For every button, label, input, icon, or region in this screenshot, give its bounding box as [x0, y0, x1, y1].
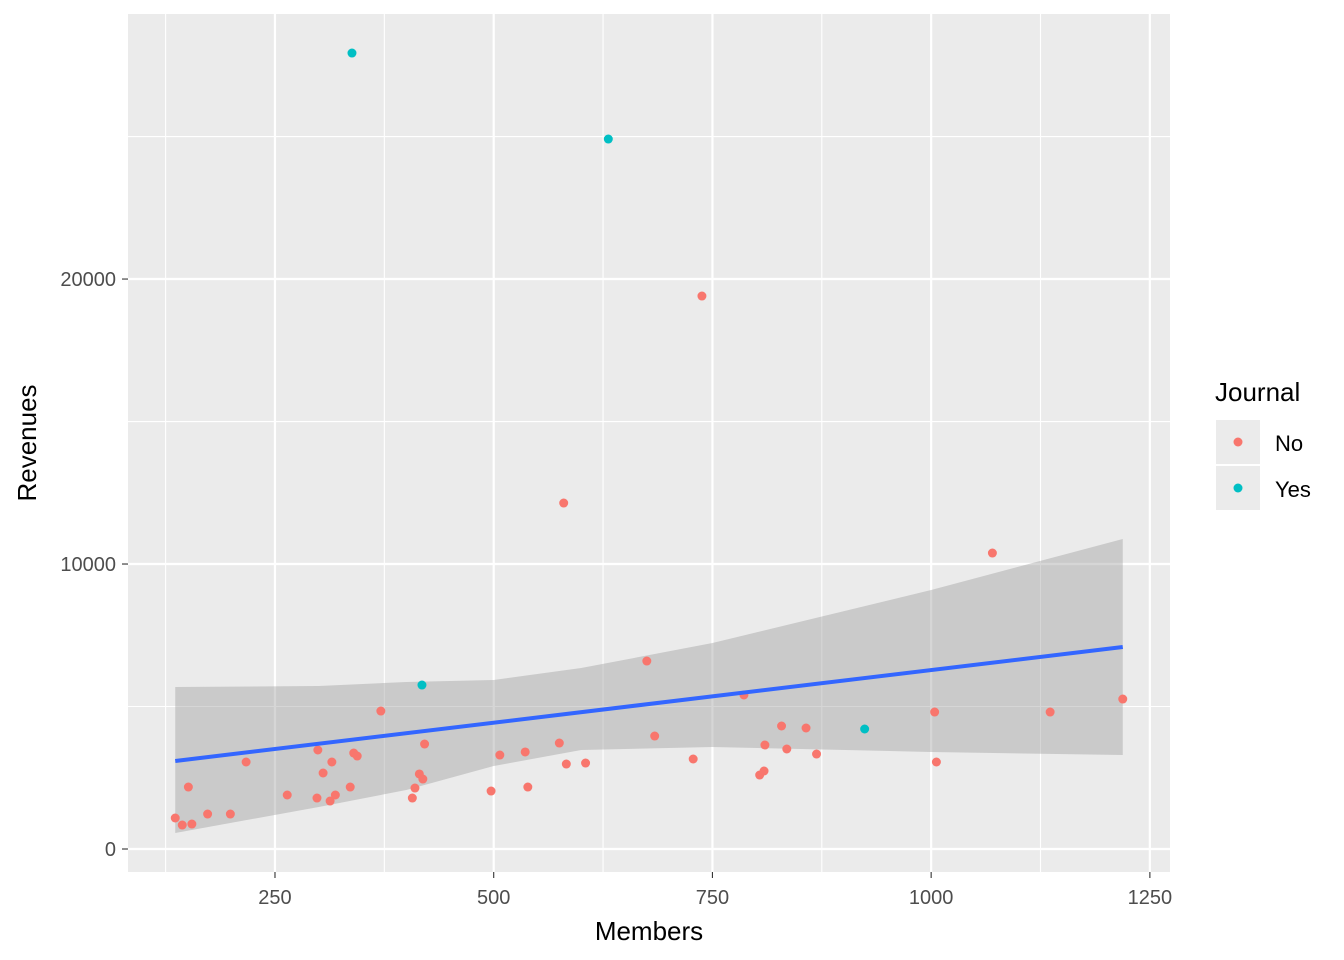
x-axis-title: Members [595, 916, 703, 946]
x-tick-label: 1000 [909, 887, 954, 909]
data-point-yes [347, 48, 357, 58]
data-point-yes [860, 724, 870, 734]
legend-label-no: No [1275, 431, 1303, 456]
data-point-no [650, 731, 660, 741]
data-points [170, 48, 1128, 830]
x-tick-label: 500 [477, 887, 510, 909]
data-point-no [760, 740, 770, 750]
y-axis-title: Revenues [12, 384, 42, 501]
data-point-no [420, 739, 430, 749]
data-point-no [312, 793, 322, 803]
data-point-no [642, 656, 652, 666]
axes: 250 500 750 1000 1250 0 10000 20000 [60, 269, 1172, 909]
y-tick-label: 20000 [60, 269, 116, 291]
data-point-no [697, 291, 707, 301]
data-point-no [688, 754, 698, 764]
data-point-no [1118, 694, 1128, 704]
data-point-no [282, 790, 292, 800]
panel-background [128, 14, 1170, 872]
major-gridlines [128, 14, 1170, 872]
y-tick-label: 10000 [60, 554, 116, 576]
data-point-no [410, 783, 420, 793]
data-point-no [418, 774, 428, 784]
data-point-no [225, 809, 235, 819]
legend-label-yes: Yes [1275, 477, 1311, 502]
data-point-no [812, 749, 822, 759]
data-point-no [330, 790, 340, 800]
legend-title: Journal [1215, 377, 1300, 407]
data-point-yes [417, 680, 427, 690]
data-point-no [987, 548, 997, 558]
y-tick-label: 0 [105, 839, 116, 861]
regression-line [175, 645, 1123, 763]
data-point-no [759, 766, 769, 776]
data-point-no [170, 813, 180, 823]
data-point-no [177, 820, 187, 830]
data-point-no [931, 757, 941, 767]
minor-gridlines [128, 14, 1170, 872]
data-point-no [554, 738, 564, 748]
data-point-no [523, 782, 533, 792]
data-point-no [325, 796, 335, 806]
x-tick-label: 250 [258, 887, 291, 909]
data-point-no [520, 747, 530, 757]
data-point-no [313, 745, 323, 755]
legend-marker-no [1233, 437, 1243, 447]
data-point-no [561, 759, 571, 769]
data-point-no [203, 809, 213, 819]
data-point-no [345, 782, 355, 792]
data-point-no [782, 744, 792, 754]
confidence-band [175, 539, 1123, 834]
data-point-no [559, 498, 569, 508]
data-point-no [187, 819, 197, 829]
data-point-no [801, 723, 811, 733]
confidence-ribbon [175, 539, 1123, 834]
data-point-no [352, 751, 362, 761]
smooth-line [175, 645, 1123, 763]
data-point-no [241, 757, 251, 767]
data-point-no [407, 793, 417, 803]
data-point-no [318, 768, 328, 778]
data-point-no [495, 750, 505, 760]
data-point-no [930, 707, 940, 717]
x-tick-label: 750 [696, 887, 729, 909]
data-point-no [486, 786, 496, 796]
data-point-no [376, 706, 386, 716]
data-point-no [581, 758, 591, 768]
data-point-no [1045, 707, 1055, 717]
legend-marker-yes [1233, 483, 1243, 493]
data-point-yes [603, 134, 613, 144]
legend: Journal No Yes [1215, 377, 1311, 510]
data-point-no [777, 721, 787, 731]
data-point-no [327, 757, 337, 767]
data-point-no [183, 782, 193, 792]
x-tick-label: 1250 [1128, 887, 1173, 909]
